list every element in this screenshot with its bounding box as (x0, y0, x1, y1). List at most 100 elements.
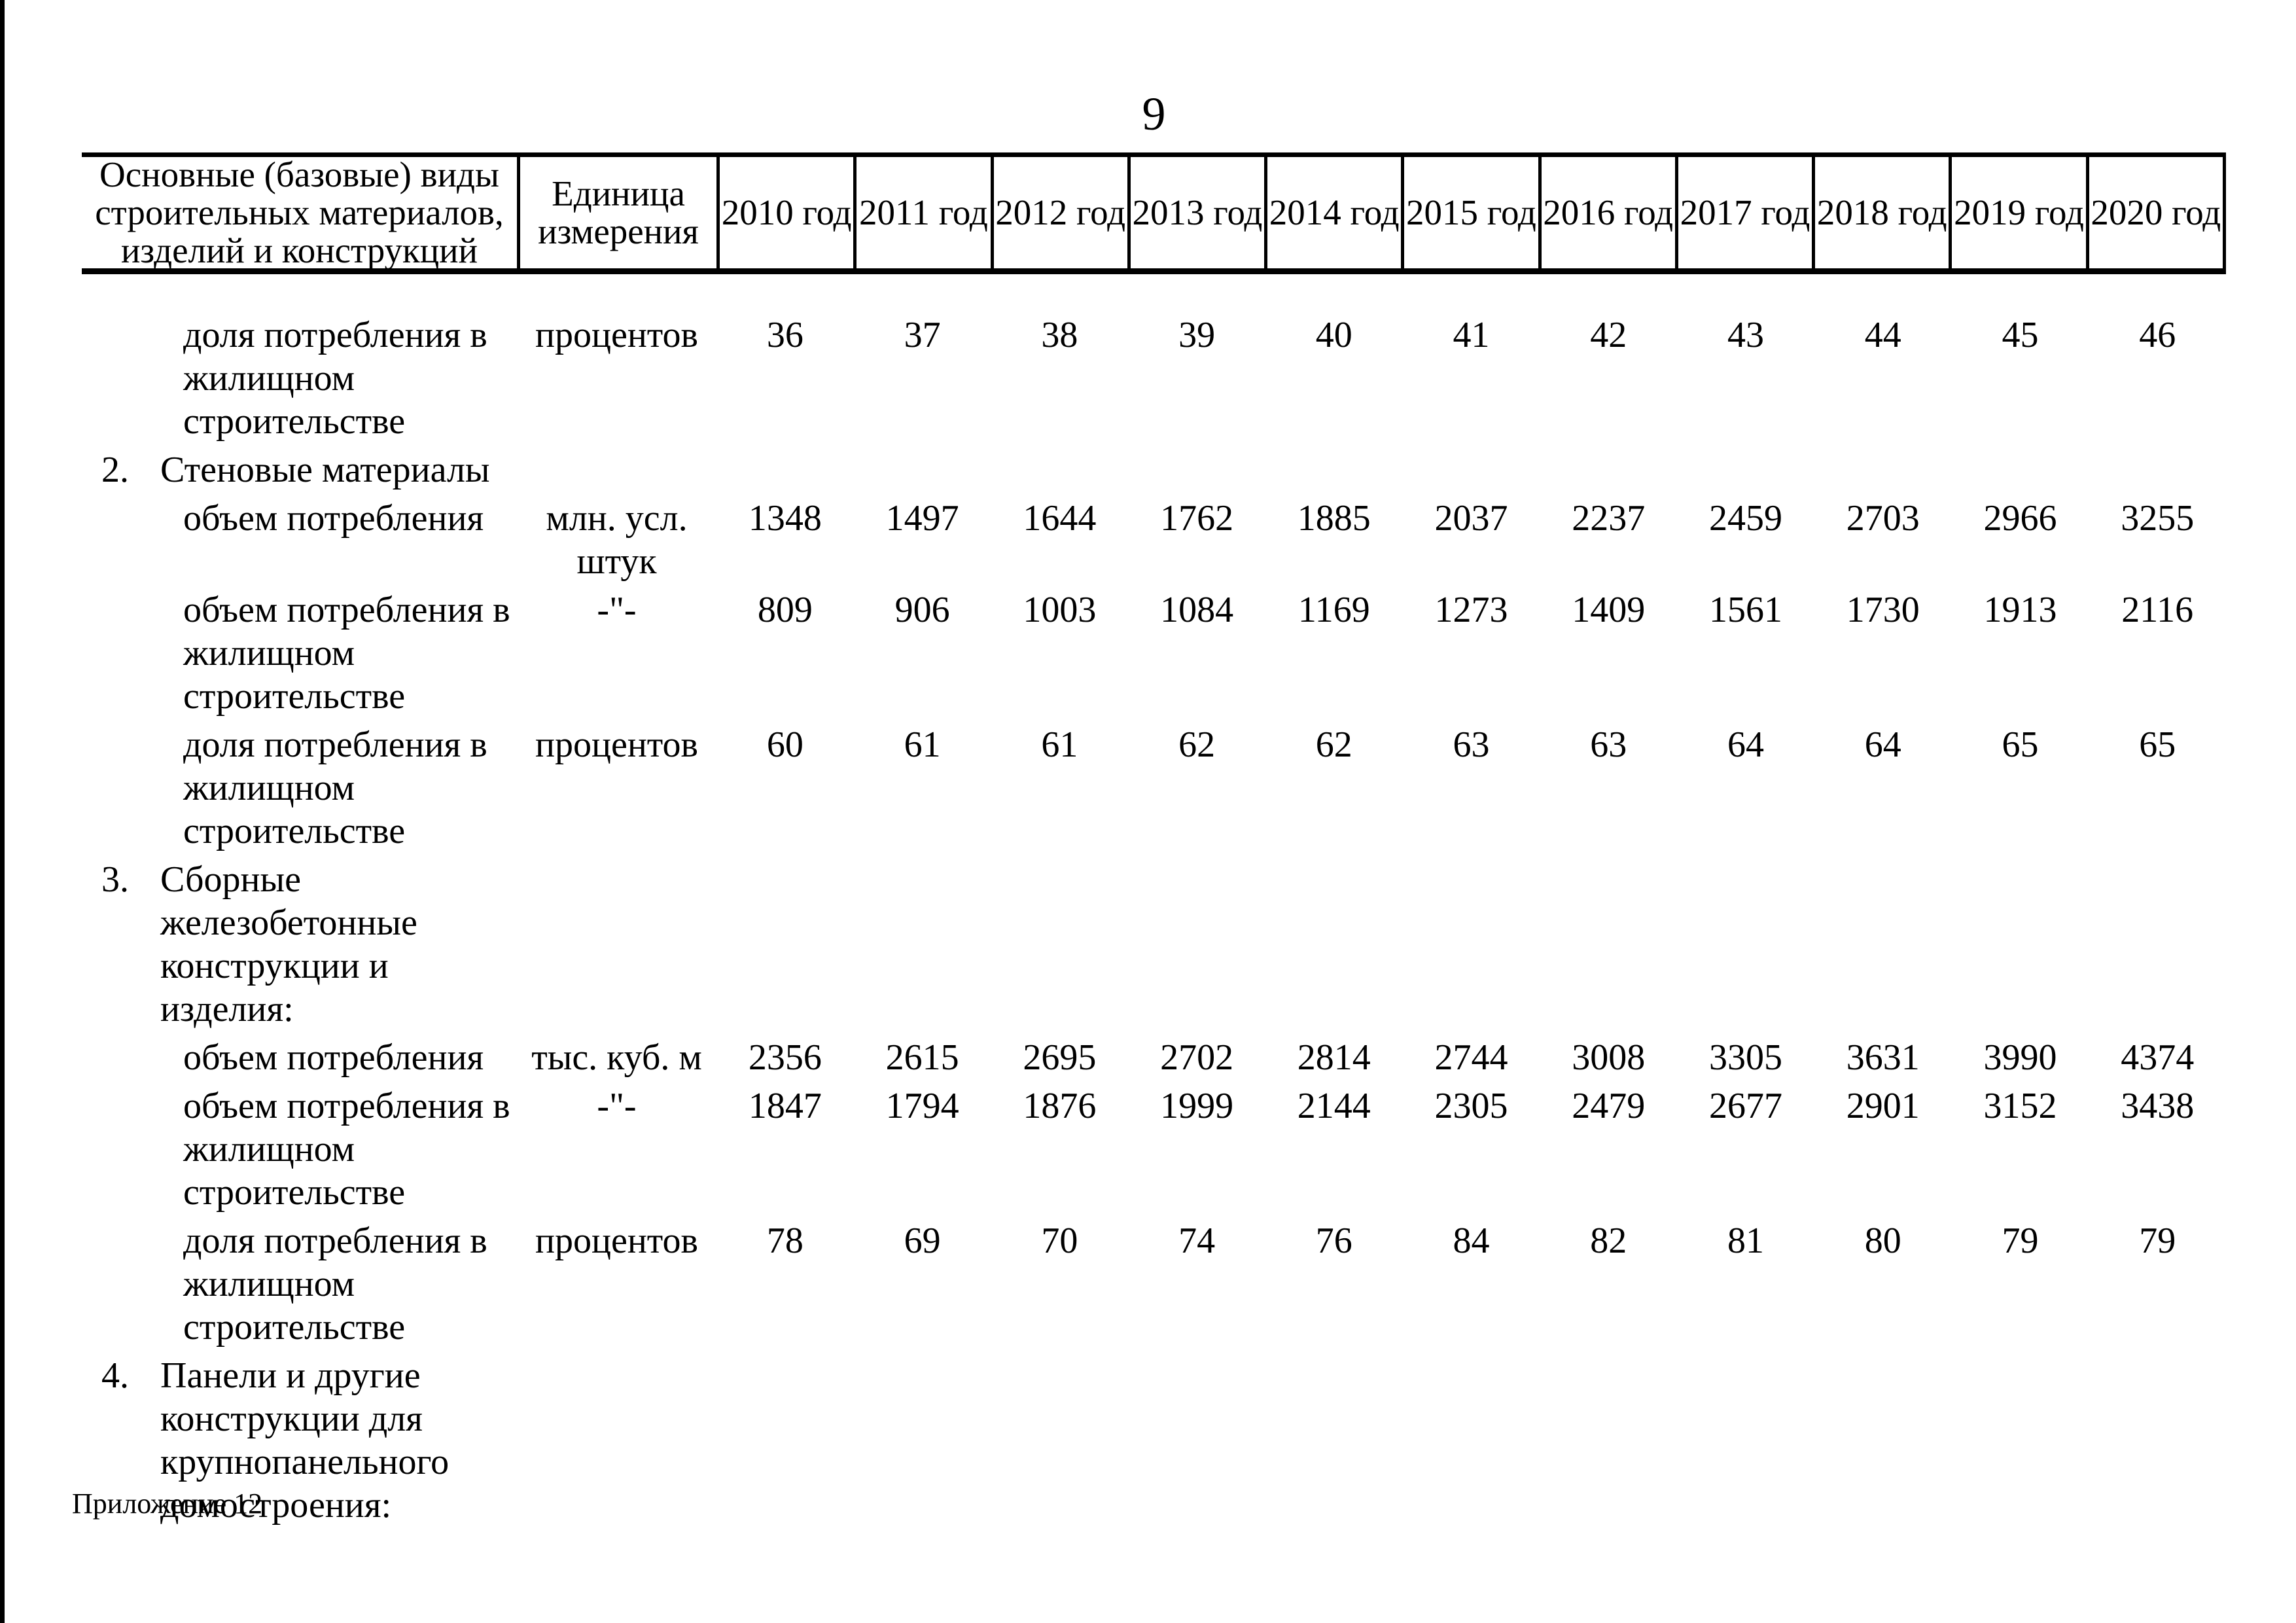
value-cell: 74 (1178, 1221, 1216, 1261)
row-label: объем потребления в жилищном строительст… (183, 590, 510, 717)
row-label-cell: объем потребления (82, 1036, 517, 1079)
value-cell: 2703 (1846, 498, 1920, 539)
value-cell: 1169 (1298, 590, 1370, 630)
header-year: 2020 год (2085, 157, 2226, 268)
value-cell: 3255 (2121, 498, 2195, 539)
header-year: 2015 год (1401, 157, 1538, 268)
value-cell: 2356 (748, 1037, 822, 1078)
appendix-note: Приложение 12 (72, 1488, 263, 1520)
value-cell: 2615 (885, 1037, 959, 1078)
value-cell: 38 (1041, 315, 1078, 355)
value-cell: 3631 (1846, 1037, 1920, 1078)
value-cell: 62 (1178, 724, 1216, 765)
value-cell: 1794 (885, 1086, 959, 1126)
value-cell: 61 (1041, 724, 1078, 765)
table-row: доля потребления в жилищном строительств… (82, 723, 2226, 853)
value-cell: 82 (1590, 1221, 1627, 1261)
value-cell: 1999 (1160, 1086, 1234, 1126)
value-cell: 44 (1864, 315, 1901, 355)
unit-cell: -"- (597, 590, 637, 630)
value-cell: 2459 (1709, 498, 1782, 539)
value-cell: 36 (766, 315, 804, 355)
unit-cell: процентов (535, 724, 698, 765)
section-label-cell: 4. Панели и другие конструкции для крупн… (82, 1354, 517, 1527)
section-number: 2. (101, 450, 129, 490)
value-cell: 78 (766, 1221, 804, 1261)
row-label-cell: доля потребления в жилищном строительств… (82, 723, 517, 853)
value-cell: 46 (2139, 315, 2176, 355)
header-year: 2017 год (1674, 157, 1812, 268)
value-cell: 2144 (1297, 1086, 1371, 1126)
unit-cell: млн. усл. штук (546, 498, 688, 582)
section-label: Панели и другие конструкции для крупнопа… (160, 1355, 450, 1525)
value-cell: 1876 (1023, 1086, 1097, 1126)
row-label: доля потребления в жилищном строительств… (183, 315, 487, 442)
value-cell: 906 (894, 590, 950, 630)
header-year: 2013 год (1127, 157, 1264, 268)
section-label: Сборные железобетонные конструкции и изд… (160, 859, 417, 1029)
value-cell: 1644 (1023, 498, 1097, 539)
header-unit-column: Единица измерения (517, 157, 716, 268)
table-header-row: Основные (базовые) виды строительных мат… (82, 152, 2226, 274)
unit-cell: процентов (535, 1221, 698, 1261)
unit-cell: -"- (597, 1086, 637, 1126)
row-label: объем потребления (183, 498, 484, 539)
value-cell: 2677 (1709, 1086, 1782, 1126)
value-cell: 84 (1453, 1221, 1490, 1261)
value-cell: 1273 (1434, 590, 1508, 630)
value-cell: 62 (1315, 724, 1352, 765)
value-cell: 2037 (1434, 498, 1508, 539)
header-year: 2010 год (716, 157, 853, 268)
value-cell: 41 (1453, 315, 1490, 355)
value-cell: 2305 (1434, 1086, 1508, 1126)
header-year: 2016 год (1538, 157, 1675, 268)
value-cell: 2966 (1983, 498, 2057, 539)
value-cell: 79 (2002, 1221, 2039, 1261)
value-cell: 80 (1864, 1221, 1901, 1261)
value-cell: 81 (1727, 1221, 1764, 1261)
value-cell: 1561 (1709, 590, 1782, 630)
value-cell: 2116 (2121, 590, 2194, 630)
value-cell: 60 (766, 724, 804, 765)
row-label: доля потребления в жилищном строительств… (183, 724, 487, 851)
row-label-cell: доля потребления в жилищном строительств… (82, 1219, 517, 1349)
table-section-row: 4. Панели и другие конструкции для крупн… (82, 1354, 2226, 1527)
table-body: доля потребления в жилищном строительств… (82, 274, 2226, 1527)
value-cell: 79 (2139, 1221, 2176, 1261)
value-cell: 40 (1315, 315, 1352, 355)
table-section-row: 2. Стеновые материалы (82, 448, 2226, 491)
value-cell: 4374 (2121, 1037, 2195, 1078)
header-year: 2018 год (1812, 157, 1949, 268)
value-cell: 65 (2139, 724, 2176, 765)
value-cell: 63 (1453, 724, 1490, 765)
value-cell: 2901 (1846, 1086, 1920, 1126)
value-cell: 1762 (1160, 498, 1234, 539)
value-cell: 1847 (748, 1086, 822, 1126)
row-label-cell: объем потребления (82, 497, 517, 540)
section-number: 3. (101, 859, 129, 900)
construction-materials-table: Основные (базовые) виды строительных мат… (82, 152, 2226, 1527)
section-number: 4. (101, 1355, 129, 1396)
value-cell: 1730 (1846, 590, 1920, 630)
value-cell: 3152 (1983, 1086, 2057, 1126)
value-cell: 42 (1590, 315, 1627, 355)
value-cell: 1497 (885, 498, 959, 539)
row-label: объем потребления (183, 1037, 484, 1078)
value-cell: 1084 (1160, 590, 1234, 630)
table-section-row: 3. Сборные железобетонные конструкции и … (82, 858, 2226, 1031)
value-cell: 64 (1864, 724, 1901, 765)
value-cell: 3008 (1572, 1037, 1646, 1078)
section-label-cell: 3. Сборные железобетонные конструкции и … (82, 858, 517, 1031)
value-cell: 809 (757, 590, 813, 630)
value-cell: 64 (1727, 724, 1764, 765)
table-row: объем потребления в жилищном строительст… (82, 588, 2226, 718)
value-cell: 1913 (1983, 590, 2057, 630)
value-cell: 61 (904, 724, 941, 765)
header-year: 2012 год (990, 157, 1127, 268)
header-year: 2019 год (1949, 157, 2085, 268)
unit-cell: тыс. куб. м (531, 1037, 702, 1078)
value-cell: 65 (2002, 724, 2039, 765)
value-cell: 2702 (1160, 1037, 1234, 1078)
value-cell: 3990 (1983, 1037, 2057, 1078)
row-label-cell: доля потребления в жилищном строительств… (82, 313, 517, 443)
